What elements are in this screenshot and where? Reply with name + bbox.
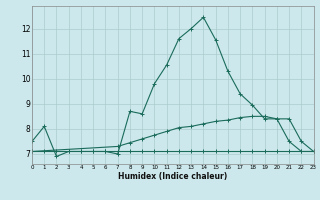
X-axis label: Humidex (Indice chaleur): Humidex (Indice chaleur) — [118, 172, 228, 181]
